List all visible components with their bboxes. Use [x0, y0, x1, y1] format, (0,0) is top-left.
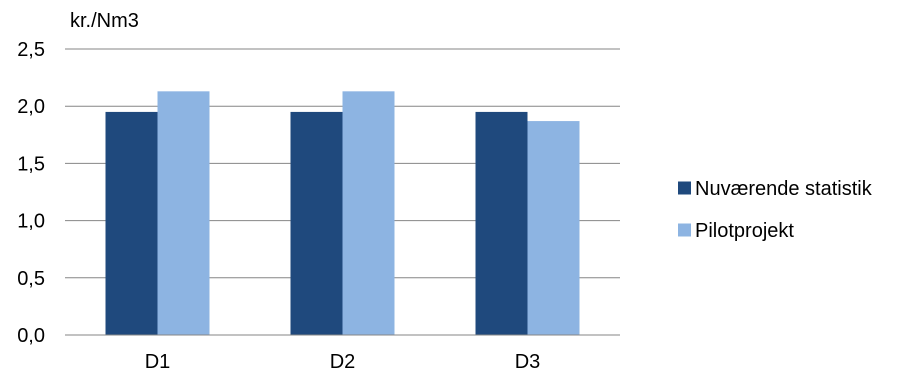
x-axis: D1 D2 D3 [65, 334, 620, 373]
bar-d3-series-2 [527, 121, 580, 336]
y-tick-label: 1,0 [17, 211, 45, 233]
legend-item: Nuværende statistik [678, 178, 873, 200]
y-axis: 0,0 0,5 1,0 1,5 2,0 2,5 [17, 39, 45, 347]
bar-d2-series-2 [342, 91, 395, 335]
bar-d2-series-1 [290, 111, 343, 335]
legend-label: Pilotprojekt [695, 220, 794, 242]
legend-item: Pilotprojekt [678, 220, 794, 242]
legend-label: Nuværende statistik [695, 178, 873, 200]
y-tick-label: 2,5 [17, 39, 45, 61]
x-tick-label: D1 [145, 351, 171, 373]
bars [105, 91, 580, 336]
bar-d1-series-1 [105, 111, 158, 335]
y-tick-label: 0,0 [17, 325, 45, 347]
y-tick-label: 0,5 [17, 268, 45, 290]
bar-d3-series-1 [475, 111, 528, 335]
x-tick-label: D3 [515, 351, 541, 373]
x-tick-label: D2 [330, 351, 356, 373]
y-tick-label: 2,0 [17, 96, 45, 118]
legend-swatch [678, 181, 691, 195]
legend-swatch [678, 223, 691, 237]
unit-label: kr./Nm3 [70, 10, 139, 32]
y-tick-label: 1,5 [17, 153, 45, 175]
legend: Nuværende statistik Pilotprojekt [678, 178, 873, 242]
bar-d1-series-2 [157, 91, 210, 335]
